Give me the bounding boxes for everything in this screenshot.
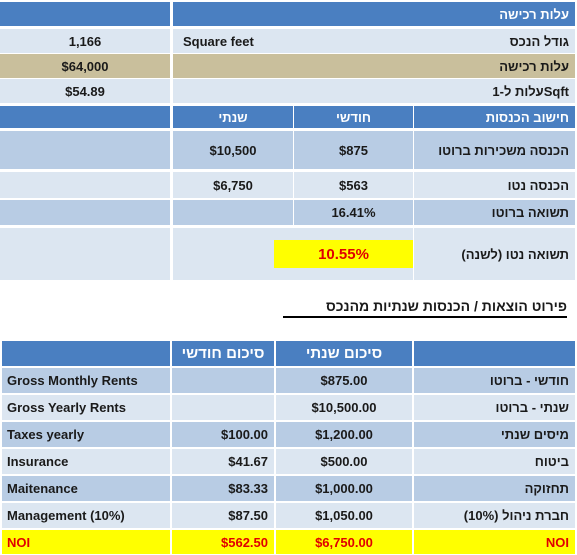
row-monthly: $100.00 — [172, 422, 274, 447]
noi-yearly: $6,750.00 — [276, 530, 412, 554]
header-left-blank — [0, 2, 170, 26]
row-label-he: שנתי - ברוטו — [414, 395, 575, 420]
row-monthly: $87.50 — [172, 503, 274, 528]
row-label-en: Insurance — [2, 449, 170, 474]
col-monthly-header: חודשי — [294, 106, 413, 128]
gross-rent-blank — [0, 131, 170, 169]
purchase-cost-label: עלות רכישה — [173, 54, 575, 78]
row-label-he: ביטוח — [414, 449, 575, 474]
net-income-label: הכנסה נטו — [414, 172, 575, 198]
net-yield-area: 10.55% — [173, 228, 413, 280]
row-yearly: $1,000.00 — [276, 476, 412, 501]
cost-per-sqft-label: עלות ל-1Sqft — [173, 79, 575, 103]
property-size-unit: Square feet — [183, 33, 254, 49]
noi-label-en: NOI — [2, 530, 170, 554]
gross-yield-spacer — [173, 200, 293, 225]
row-monthly — [172, 368, 274, 393]
col-yearly-header: שנתי — [173, 106, 293, 128]
row-label-he: חודשי - ברוטו — [414, 368, 575, 393]
gross-yield-blank — [0, 200, 170, 225]
income-header: חישוב הכנסות — [414, 106, 575, 128]
row-monthly: $41.67 — [172, 449, 274, 474]
row-yearly: $875.00 — [276, 368, 412, 393]
row-monthly: $83.33 — [172, 476, 274, 501]
noi-monthly: $562.50 — [172, 530, 274, 554]
gross-rent-yearly: $10,500 — [173, 131, 293, 169]
row-label-en: Maitenance — [2, 476, 170, 501]
row-label-he: תחזוקה — [414, 476, 575, 501]
gross-yield-label: תשואה ברוטו — [414, 200, 575, 225]
row-yearly: $10,500.00 — [276, 395, 412, 420]
income-header-blank — [0, 106, 170, 128]
net-yield-label: תשואה נטו (לשנה) — [414, 228, 575, 280]
row-yearly: $500.00 — [276, 449, 412, 474]
property-size-value: 1,166 — [0, 29, 170, 53]
row-label-he: חברת ניהול (10%) — [414, 503, 575, 528]
net-income-monthly: $563 — [294, 172, 413, 198]
row-monthly — [172, 395, 274, 420]
noi-label-he: NOI — [414, 530, 575, 554]
net-yield-value: 10.55% — [274, 240, 413, 268]
col-monthly-summary: סיכום חודשי — [172, 341, 274, 366]
net-yield-blank — [0, 228, 170, 280]
net-income-blank — [0, 172, 170, 198]
row-yearly: $1,050.00 — [276, 503, 412, 528]
net-income-yearly: $6,750 — [173, 172, 293, 198]
cost-per-sqft-value: $54.89 — [0, 79, 170, 103]
breakdown-header-blank-right — [414, 341, 575, 366]
purchase-cost-value: $64,000 — [0, 54, 170, 78]
breakdown-header-blank — [2, 341, 170, 366]
row-yearly: $1,200.00 — [276, 422, 412, 447]
row-label-en: Gross Yearly Rents — [2, 395, 170, 420]
row-label-he: מיסים שנתי — [414, 422, 575, 447]
property-size-label: גודל הנכס — [509, 33, 569, 49]
row-label-en: Taxes yearly — [2, 422, 170, 447]
gross-rent-monthly: $875 — [294, 131, 413, 169]
row-label-en: Management (10%) — [2, 503, 170, 528]
col-yearly-summary: סיכום שנתי — [276, 341, 412, 366]
gross-rent-label: הכנסה משכירות ברוטו — [414, 131, 575, 169]
purchase-header: עלות רכישה — [173, 2, 575, 26]
gross-yield-value: 16.41% — [294, 200, 413, 225]
property-size-row: Square feet גודל הנכס — [173, 29, 575, 53]
breakdown-title: פירוט הוצאות / הכנסות שנתיות מהנכס — [283, 296, 567, 318]
row-label-en: Gross Monthly Rents — [2, 368, 170, 393]
